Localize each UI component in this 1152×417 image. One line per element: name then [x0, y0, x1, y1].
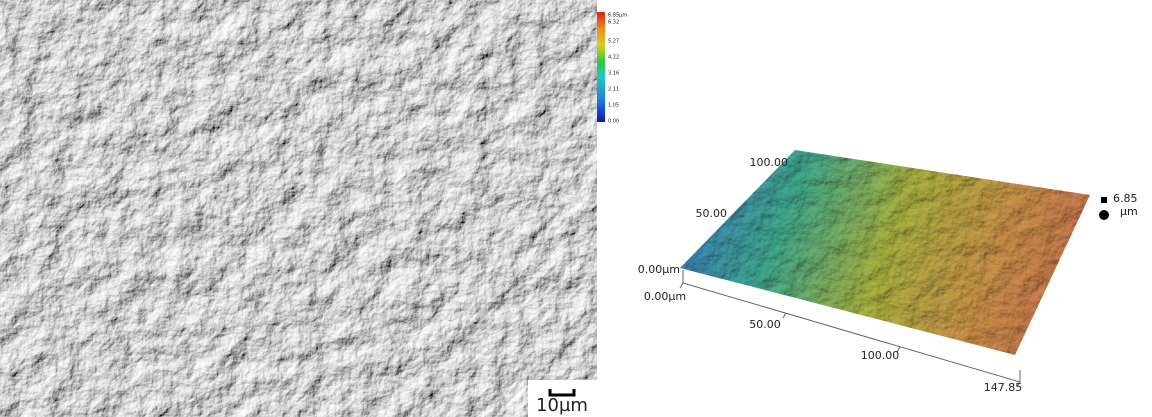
x-axis-label: 147.85 [984, 381, 1023, 394]
colorbar-label: 2.11 [608, 87, 619, 93]
z-marker-dot [1099, 210, 1109, 220]
y-axis-label: 50.00 [696, 207, 728, 220]
x-axis-label: 0.00µm [644, 290, 686, 303]
z-label: 6.85 [1113, 192, 1138, 205]
colorbar-label: 1.05 [608, 103, 619, 109]
colorbar [597, 12, 605, 122]
x-tick [680, 283, 683, 288]
x-tick [783, 313, 786, 318]
colorbar-label: 6.85µm [608, 13, 627, 19]
colorbar-label: 0.00 [608, 119, 619, 125]
colorbar-label: 3.16 [608, 71, 619, 77]
x-axis-label: 100.00 [861, 349, 900, 362]
y-axis-label: 0.00µm [638, 263, 680, 276]
colorbar-label: 4.22 [608, 55, 619, 61]
z-unit: µm [1120, 205, 1138, 218]
z-marker-square [1101, 197, 1107, 203]
surface [670, 140, 1100, 370]
colorbar-label: 6.32 [608, 20, 619, 26]
figure: 10µm 6.85µm6.325.274.223.162.111.050.00 … [0, 0, 1152, 417]
colorbar-label: 5.27 [608, 39, 619, 45]
surface-plot: 6.85 µm 0.00µm 50.00 100.00 0.00µm 50.00 100.… [638, 140, 1138, 394]
scale-bar-label: 10µm [536, 395, 588, 416]
y-axis-label: 100.00 [750, 156, 789, 169]
x-axis-label: 50.00 [749, 318, 781, 331]
micrograph-image [0, 0, 597, 417]
